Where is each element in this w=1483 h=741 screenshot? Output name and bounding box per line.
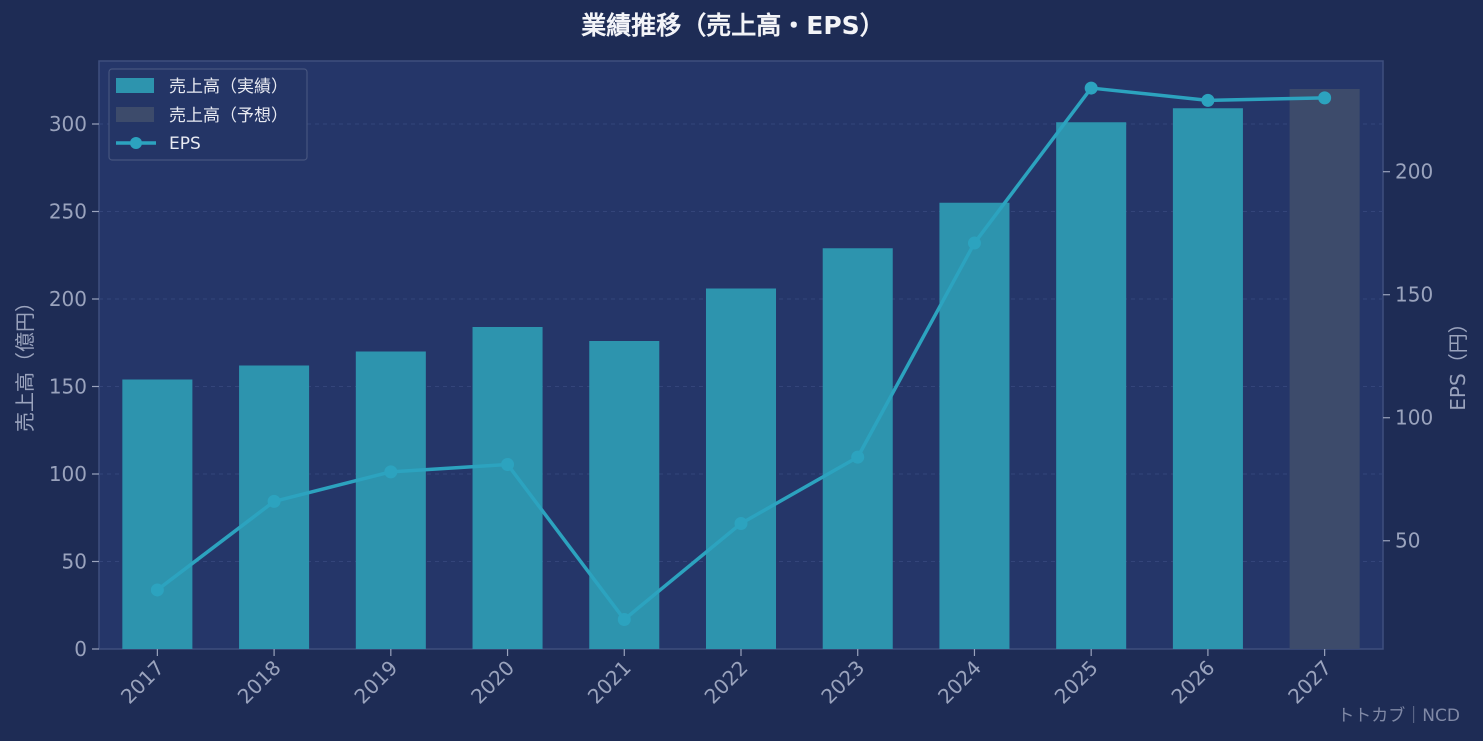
legend-label-actual: 売上高（実績） [169,77,288,97]
bar-actual [822,248,893,649]
bar-actual [472,327,543,649]
legend-swatch-actual [116,78,154,93]
y2-tick-label: 100 [1395,406,1433,430]
eps-line-layer [150,81,1332,626]
bar-actual [705,288,777,649]
legend-box [108,68,308,161]
bar-actual [939,202,1010,649]
legend-label-eps: EPS [169,134,201,154]
bar-actual [589,341,660,649]
eps-point [501,457,515,471]
eps-point [617,612,631,626]
y2-axis-label: EPS（円） [1446,313,1470,410]
y-axis-left: 0 50 100 150 200 250 300 [49,112,99,661]
y-tick-label: 50 [62,550,87,574]
y-axis-right: 50 100 150 200 [1383,160,1433,553]
eps-point [1201,93,1215,107]
y-axis-label: 売上高（億円） [13,292,37,432]
y2-tick-label: 150 [1395,283,1433,307]
bar-actual [355,351,426,649]
chart-title: 業績推移（売上高・EPS） [581,11,884,40]
eps-point [1318,91,1332,105]
y-tick-label: 300 [49,112,87,136]
eps-point [851,450,865,464]
y2-tick-label: 200 [1395,160,1433,184]
y-tick-label: 250 [49,200,87,224]
eps-point [967,236,981,250]
eps-point [734,517,748,531]
y2-tick-label: 50 [1395,529,1420,553]
watermark: トトカブ｜NCD [1337,705,1460,726]
bar-forecast [1289,89,1360,649]
legend-swatch-eps-marker [130,137,142,149]
y-tick-label: 150 [49,375,87,399]
bar-actual [1172,108,1243,649]
eps-point [1084,81,1098,95]
y-tick-label: 0 [74,637,87,661]
y-tick-label: 100 [49,462,87,486]
eps-point [267,494,281,508]
legend-label-forecast: 売上高（予想） [169,106,288,126]
bar-actual [122,379,193,649]
bar-actual [1056,122,1127,649]
legend-swatch-forecast [116,107,154,122]
eps-point [150,583,164,597]
legend: 売上高（実績） 売上高（予想） EPS [108,68,308,161]
eps-point [384,465,398,479]
y-tick-label: 200 [49,287,87,311]
